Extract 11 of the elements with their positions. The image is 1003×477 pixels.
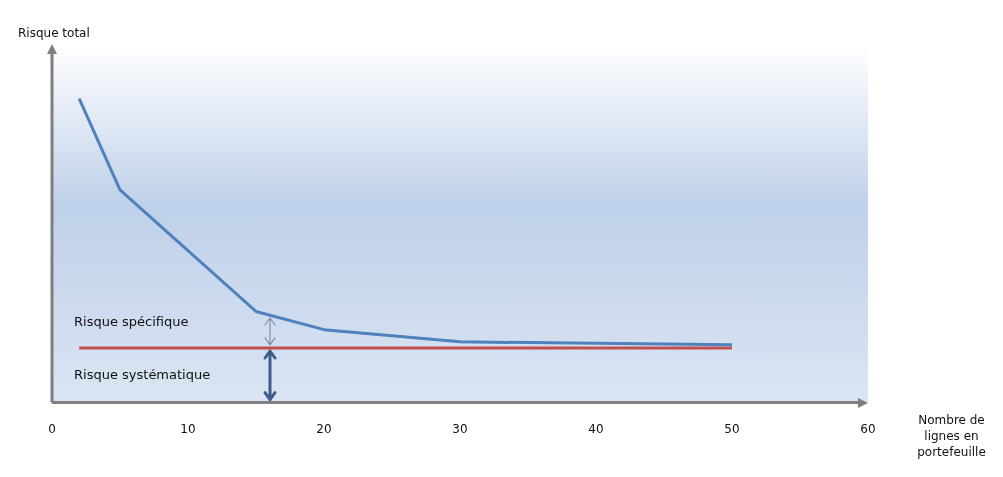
x-tick-label: 50 (724, 421, 740, 436)
x-tick-label: 10 (180, 421, 196, 436)
y-axis-title: Risque total (18, 26, 90, 40)
x-tick-label: 20 (316, 421, 332, 436)
annotation: Risque spécifique (74, 314, 189, 330)
annotation: Risque systématique (74, 366, 211, 382)
x-axis-title: Nombre de lignes en portefeuille (916, 412, 987, 460)
x-tick-label: 0 (48, 421, 56, 436)
x-tick-label: 60 (860, 421, 876, 436)
x-tick-label: 40 (588, 421, 604, 436)
x-tick-label: 30 (452, 421, 468, 436)
